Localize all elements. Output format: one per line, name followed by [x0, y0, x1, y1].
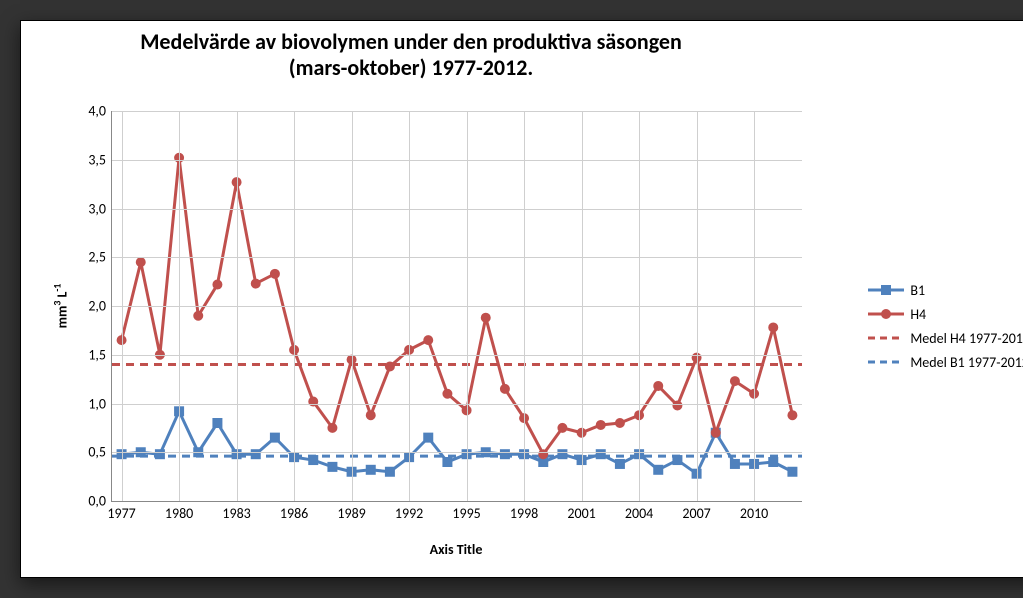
marker-H4 [328, 423, 337, 432]
marker-H4 [443, 389, 452, 398]
gridline-v [582, 111, 583, 501]
legend-label: B1 [910, 282, 925, 299]
legend-item-Medel_H4: Medel H4 1977-2012 [868, 328, 1023, 348]
legend-label: Medel B1 1977-2012 [910, 354, 1023, 371]
x-tick-label: 1986 [280, 505, 308, 522]
x-tick-label: 2001 [567, 505, 595, 522]
gridline-h [112, 404, 802, 405]
marker-H4 [558, 423, 567, 432]
marker-H4 [596, 420, 605, 429]
x-tick-label: 2007 [682, 505, 710, 522]
marker-B1 [673, 456, 682, 465]
x-tick-label: 1989 [337, 505, 365, 522]
plot-area: 0,00,51,01,52,02,53,03,54,01977198019831… [111, 111, 802, 502]
marker-B1 [615, 459, 624, 468]
gridline-h [112, 209, 802, 210]
x-tick-label: 1998 [510, 505, 538, 522]
y-tick-label: 3,0 [88, 200, 106, 217]
gridline-h [112, 355, 802, 356]
legend-item-H4: H4 [868, 304, 1023, 324]
marker-H4 [769, 323, 778, 332]
gridline-h [112, 111, 802, 112]
legend: B1 H4 Medel H4 1977-2012 Medel B1 1977-2012 [868, 276, 1023, 376]
marker-B1 [366, 465, 375, 474]
gridline-h [112, 452, 802, 453]
marker-H4 [136, 258, 145, 267]
x-tick-label: 1983 [222, 505, 250, 522]
marker-H4 [711, 428, 720, 437]
marker-H4 [424, 336, 433, 345]
gridline-h [112, 160, 802, 161]
gridline-v [409, 111, 410, 501]
y-tick-label: 1,5 [88, 346, 106, 363]
y-tick-label: 0,5 [88, 444, 106, 461]
gridline-v [754, 111, 755, 501]
marker-B1 [328, 462, 337, 471]
marker-B1 [730, 459, 739, 468]
chart-title: Medelvärde av biovolymen under den produ… [21, 29, 801, 82]
gridline-v [524, 111, 525, 501]
legend-label: Medel H4 1977-2012 [910, 330, 1023, 347]
gridline-v [294, 111, 295, 501]
marker-H4 [615, 419, 624, 428]
gridline-v [352, 111, 353, 501]
marker-H4 [194, 311, 203, 320]
marker-H4 [500, 384, 509, 393]
y-tick-label: 4,0 [88, 103, 106, 120]
marker-H4 [270, 269, 279, 278]
gridline-v [122, 111, 123, 501]
y-tick-label: 0,0 [88, 493, 106, 510]
marker-H4 [251, 279, 260, 288]
marker-H4 [730, 377, 739, 386]
marker-H4 [366, 411, 375, 420]
y-tick-label: 2,0 [88, 298, 106, 315]
x-tick-label: 1995 [452, 505, 480, 522]
marker-H4 [213, 280, 222, 289]
x-axis-title: Axis Title [430, 541, 483, 558]
x-tick-label: 2004 [625, 505, 653, 522]
x-tick-label: 1980 [165, 505, 193, 522]
marker-B1 [558, 450, 567, 459]
marker-H4 [309, 397, 318, 406]
marker-B1 [309, 456, 318, 465]
legend-item-B1: B1 [868, 280, 1023, 300]
marker-B1 [155, 450, 164, 459]
gridline-v [179, 111, 180, 501]
gridline-v [639, 111, 640, 501]
marker-B1 [424, 433, 433, 442]
gridline-v [697, 111, 698, 501]
marker-B1 [443, 458, 452, 467]
y-axis-title: mm3 L-1 [52, 284, 71, 329]
marker-H4 [654, 381, 663, 390]
legend-item-Medel_B1: Medel B1 1977-2012 [868, 352, 1023, 372]
marker-B1 [251, 450, 260, 459]
gridline-v [467, 111, 468, 501]
legend-label: H4 [910, 306, 926, 323]
marker-B1 [788, 467, 797, 476]
x-tick-label: 1992 [395, 505, 423, 522]
marker-B1 [654, 465, 663, 474]
x-tick-label: 1977 [107, 505, 135, 522]
gridline-h [112, 306, 802, 307]
marker-H4 [385, 362, 394, 371]
x-tick-label: 2010 [740, 505, 768, 522]
marker-B1 [385, 467, 394, 476]
marker-B1 [769, 458, 778, 467]
gridline-h [112, 257, 802, 258]
title-line-1: Medelvärde av biovolymen under den produ… [140, 28, 682, 55]
marker-B1 [270, 433, 279, 442]
y-tick-label: 2,5 [88, 249, 106, 266]
y-tick-label: 3,5 [88, 151, 106, 168]
chart-container: Medelvärde av biovolymen under den produ… [20, 20, 1023, 578]
marker-B1 [213, 419, 222, 428]
marker-H4 [481, 313, 490, 322]
marker-H4 [539, 450, 548, 459]
title-line-2: (mars-oktober) 1977-2012. [289, 54, 534, 81]
marker-H4 [673, 401, 682, 410]
marker-B1 [596, 450, 605, 459]
y-tick-label: 1,0 [88, 395, 106, 412]
gridline-v [237, 111, 238, 501]
marker-B1 [500, 450, 509, 459]
marker-H4 [788, 411, 797, 420]
